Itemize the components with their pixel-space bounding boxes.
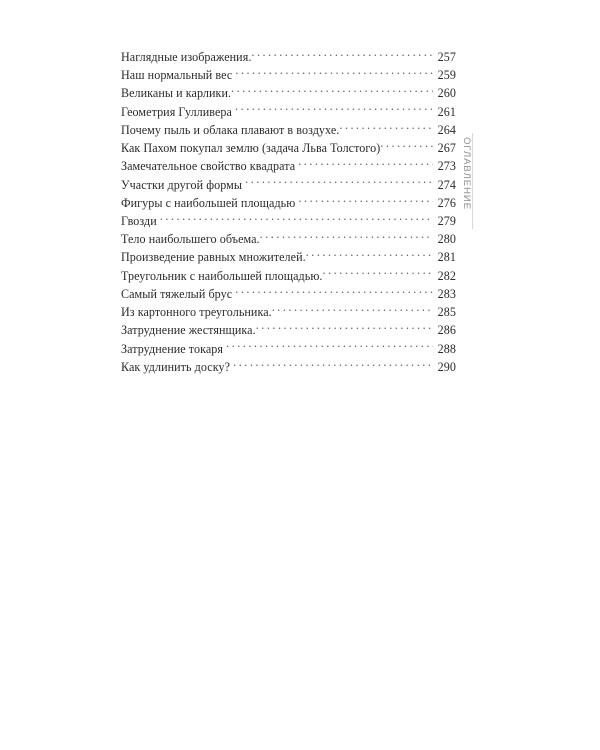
toc-entry-title: Как Пахом покупал землю (задача Льва Тол… bbox=[121, 141, 381, 156]
running-head: ОГЛАВЛЕНИЕ bbox=[461, 133, 492, 233]
toc-entry-page-number: 276 bbox=[437, 195, 456, 210]
toc-dot-leader bbox=[226, 340, 433, 352]
toc-entry-title: Треугольник с наибольшей площадью. bbox=[121, 268, 323, 283]
toc-entry-title: Гвозди bbox=[121, 213, 157, 228]
toc-entry-title: Великаны и карлики. bbox=[121, 86, 232, 101]
toc-dot-leader bbox=[256, 322, 433, 334]
toc-entry-page-number: 281 bbox=[437, 250, 456, 265]
toc-entry[interactable]: Гвозди 279 bbox=[121, 212, 456, 230]
toc-entry-title: Произведение равных множителей. bbox=[121, 250, 306, 265]
toc-entry-page-number: 274 bbox=[437, 177, 456, 192]
toc-entry-page-number: 261 bbox=[437, 104, 456, 119]
toc-entry[interactable]: Фигуры с наибольшей площадью 276 bbox=[121, 194, 456, 212]
toc-entry-page-number: 282 bbox=[437, 268, 456, 283]
toc-dot-leader bbox=[251, 49, 433, 61]
toc-entry[interactable]: Почему пыль и облака плавают в воздухе. 2… bbox=[121, 121, 456, 139]
toc-entry-page-number: 280 bbox=[437, 232, 456, 247]
toc-entry-title: Наш нормальный вес bbox=[121, 68, 233, 83]
toc-entry-title: Наглядные изображения. bbox=[121, 50, 252, 64]
toc-entry-title: Как удлинить доску? bbox=[121, 359, 231, 374]
toc-entry-page-number: 286 bbox=[437, 323, 456, 338]
toc-entry[interactable]: Наглядные изображения. 257 bbox=[121, 48, 456, 66]
table-of-contents-list: Наглядные изображения. 257 Наш нормальный … bbox=[121, 48, 456, 376]
toc-entry-title: Фигуры с наибольшей площадью bbox=[121, 195, 296, 210]
toc-entry-title: Затруднение токаря bbox=[121, 341, 223, 356]
running-head-rule bbox=[472, 133, 473, 229]
toc-entry-page-number: 267 bbox=[437, 141, 456, 156]
toc-dot-leader bbox=[323, 268, 433, 280]
toc-dot-leader bbox=[339, 122, 433, 134]
toc-entry-title: Участки другой формы bbox=[121, 177, 243, 192]
toc-dot-leader bbox=[298, 158, 433, 170]
toc-entry[interactable]: Затруднение токаря 288 bbox=[121, 340, 456, 358]
toc-entry-title: Замечательное свойство квадрата bbox=[121, 159, 296, 174]
toc-entry[interactable]: Треугольник с наибольшей площадью. 282 bbox=[121, 267, 456, 285]
toc-entry[interactable]: Из картонного треугольника. 285 bbox=[121, 303, 456, 321]
toc-entry-page-number: 279 bbox=[437, 213, 456, 228]
toc-entry-page-number: 290 bbox=[437, 359, 456, 374]
toc-entry[interactable]: Как удлинить доску? 290 bbox=[121, 358, 456, 376]
toc-entry-title: Геометрия Гулливера bbox=[121, 104, 232, 119]
toc-entry[interactable]: Великаны и карлики. 260 bbox=[121, 84, 456, 102]
toc-entry[interactable]: Тело наибольшего объема. 280 bbox=[121, 230, 456, 248]
toc-dot-leader bbox=[306, 249, 433, 261]
toc-entry-page-number: 273 bbox=[437, 159, 456, 174]
toc-entry-title: Затруднение жестянщика. bbox=[121, 323, 256, 338]
toc-entry-page-number: 264 bbox=[437, 122, 456, 137]
toc-entry[interactable]: Участки другой формы 274 bbox=[121, 176, 456, 194]
toc-dot-leader bbox=[245, 176, 433, 188]
toc-entry-title: Тело наибольшего объема. bbox=[121, 232, 260, 247]
toc-entry-page-number: 285 bbox=[437, 305, 456, 320]
toc-dot-leader bbox=[160, 213, 433, 225]
toc-entry-page-number: 260 bbox=[437, 86, 456, 101]
running-head-label: ОГЛАВЛЕНИЕ bbox=[461, 137, 472, 211]
toc-dot-leader bbox=[260, 231, 433, 243]
toc-entry-page-number: 288 bbox=[437, 341, 456, 356]
toc-dot-leader bbox=[233, 359, 433, 371]
toc-entry-title: Из картонного треугольника. bbox=[121, 305, 272, 320]
toc-entry[interactable]: Замечательное свойство квадрата 273 bbox=[121, 157, 456, 175]
toc-entry-page-number: 259 bbox=[437, 68, 456, 83]
toc-entry[interactable]: Затруднение жестянщика. 286 bbox=[121, 321, 456, 339]
toc-entry-title: Почему пыль и облака плавают в воздухе. bbox=[121, 122, 340, 137]
toc-entry[interactable]: Самый тяжелый брус 283 bbox=[121, 285, 456, 303]
toc-entry[interactable]: Наш нормальный вес 259 bbox=[121, 66, 456, 84]
toc-dot-leader bbox=[298, 195, 433, 207]
toc-entry[interactable]: Как Пахом покупал землю (задача Льва Тол… bbox=[121, 139, 456, 157]
toc-entry-page-number: 257 bbox=[437, 50, 456, 64]
toc-dot-leader bbox=[235, 104, 433, 116]
toc-dot-leader bbox=[235, 67, 433, 79]
toc-entry[interactable]: Произведение равных множителей. 281 bbox=[121, 248, 456, 266]
toc-entry-page-number: 283 bbox=[437, 286, 456, 301]
toc-dot-leader bbox=[231, 85, 433, 97]
toc-dot-leader bbox=[235, 286, 433, 298]
toc-dot-leader bbox=[380, 140, 433, 152]
toc-dot-leader bbox=[272, 304, 433, 316]
toc-entry[interactable]: Геометрия Гулливера 261 bbox=[121, 103, 456, 121]
toc-entry-title: Самый тяжелый брус bbox=[121, 286, 233, 301]
